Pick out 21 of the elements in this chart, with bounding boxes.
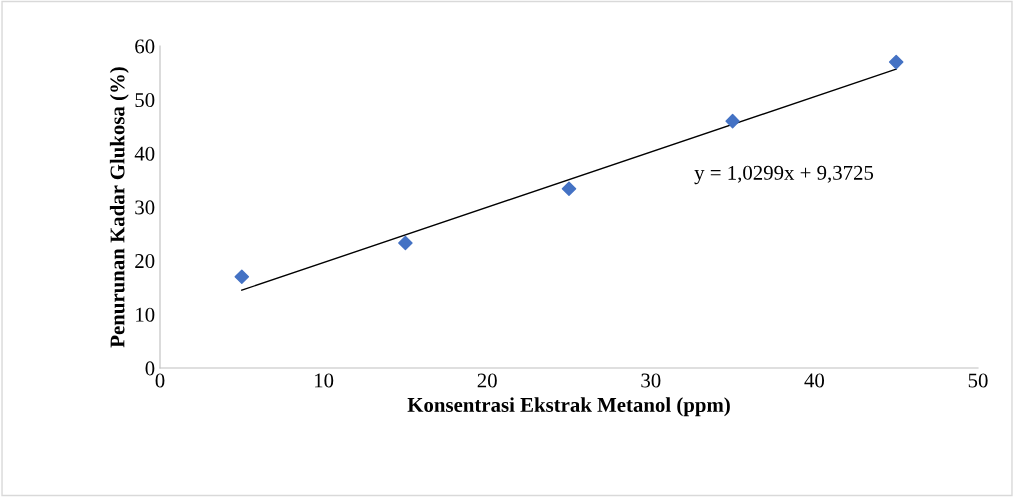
y-axis-title: Penurunan Kadar Glukosa (%) [109,67,129,348]
y-tick-label: 10 [136,307,155,322]
x-tick-label: 30 [641,373,661,388]
point [398,235,413,251]
point [888,54,904,70]
x-tick-label: 0 [155,373,165,388]
y-tick-label: 50 [135,93,155,108]
y-tick-label: 20 [135,254,155,269]
point [725,113,740,129]
x-axis-title: Konsentrasi Ekstrak Metanol (ppm) [407,397,730,417]
y-tick-label: 60 [135,39,155,54]
x-tick-label: 20 [477,373,497,388]
annotation: y = 1,0299x + 9,3725 [694,165,874,185]
x-tick-label: 10 [315,373,334,388]
x-tick-label: 50 [968,373,988,388]
y-tick-label: 30 [135,200,155,215]
y-tick-label: 0 [145,361,155,376]
x-tick-label: 40 [804,373,825,388]
y-tick-label: 40 [134,146,155,161]
point [234,269,250,285]
point [561,181,577,197]
